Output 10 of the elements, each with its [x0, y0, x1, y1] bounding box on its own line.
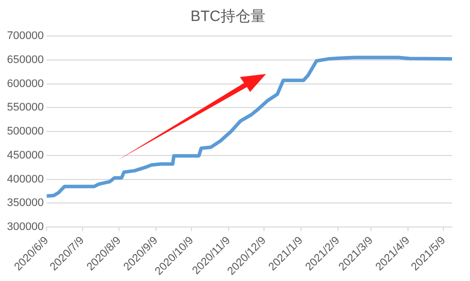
chart-title: BTC持仓量	[190, 8, 266, 26]
y-tick-label: 650000	[6, 54, 44, 66]
y-tick-label: 350000	[6, 197, 44, 210]
y-tick-label: 600000	[6, 78, 44, 90]
y-tick-label: 500000	[6, 126, 44, 138]
y-tick-label: 400000	[6, 173, 44, 186]
y-tick-label: 300000	[6, 221, 44, 234]
y-tick-label: 700000	[6, 30, 44, 42]
y-tick-label: 450000	[6, 149, 44, 162]
y-tick-label: 550000	[6, 102, 44, 114]
